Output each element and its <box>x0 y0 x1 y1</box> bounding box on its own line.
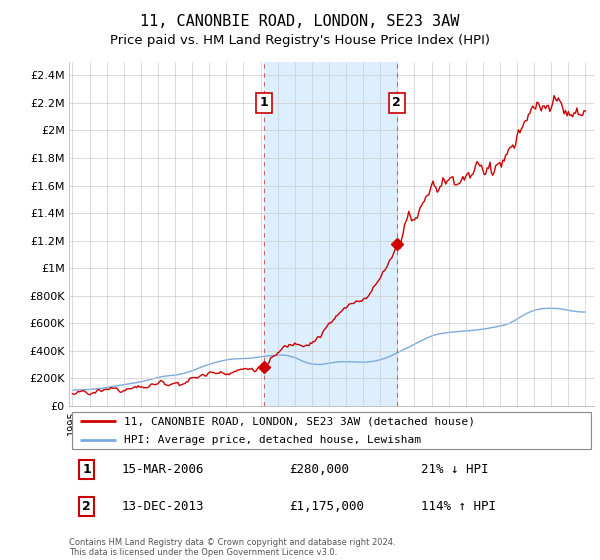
Text: 1: 1 <box>260 96 268 109</box>
Text: 11, CANONBIE ROAD, LONDON, SE23 3AW (detached house): 11, CANONBIE ROAD, LONDON, SE23 3AW (det… <box>124 417 475 426</box>
Text: 21% ↓ HPI: 21% ↓ HPI <box>421 463 488 477</box>
Text: 11, CANONBIE ROAD, LONDON, SE23 3AW: 11, CANONBIE ROAD, LONDON, SE23 3AW <box>140 14 460 29</box>
Text: 114% ↑ HPI: 114% ↑ HPI <box>421 500 496 513</box>
Text: 13-DEC-2013: 13-DEC-2013 <box>121 500 204 513</box>
Text: Contains HM Land Registry data © Crown copyright and database right 2024.
This d: Contains HM Land Registry data © Crown c… <box>69 538 395 557</box>
Text: 15-MAR-2006: 15-MAR-2006 <box>121 463 204 477</box>
Text: £1,175,000: £1,175,000 <box>290 500 365 513</box>
Text: £280,000: £280,000 <box>290 463 349 477</box>
Text: Price paid vs. HM Land Registry's House Price Index (HPI): Price paid vs. HM Land Registry's House … <box>110 34 490 46</box>
Text: 1: 1 <box>82 463 91 477</box>
Text: 2: 2 <box>82 500 91 513</box>
Bar <box>264 62 397 406</box>
Text: HPI: Average price, detached house, Lewisham: HPI: Average price, detached house, Lewi… <box>124 435 421 445</box>
Text: 2: 2 <box>392 96 401 109</box>
